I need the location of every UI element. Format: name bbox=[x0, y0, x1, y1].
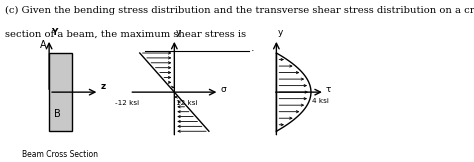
Text: (c) Given the bending stress distribution and the transverse shear stress distri: (c) Given the bending stress distributio… bbox=[5, 6, 474, 15]
Text: z: z bbox=[101, 82, 106, 91]
Text: τ: τ bbox=[326, 85, 331, 93]
Text: σ: σ bbox=[220, 85, 226, 93]
Text: -12 ksi: -12 ksi bbox=[115, 100, 139, 106]
Text: .: . bbox=[250, 43, 254, 52]
Text: section of a beam, the maximum shear stress is: section of a beam, the maximum shear str… bbox=[5, 29, 246, 39]
Text: 4 ksi: 4 ksi bbox=[312, 98, 329, 104]
Text: Y: Y bbox=[51, 28, 57, 37]
Text: B: B bbox=[55, 109, 61, 119]
Text: Beam Cross Section: Beam Cross Section bbox=[22, 150, 99, 159]
Text: y: y bbox=[278, 28, 283, 37]
Text: 12 ksi: 12 ksi bbox=[176, 100, 198, 106]
Text: A: A bbox=[40, 40, 46, 50]
Text: y: y bbox=[176, 28, 182, 37]
Polygon shape bbox=[49, 53, 72, 131]
